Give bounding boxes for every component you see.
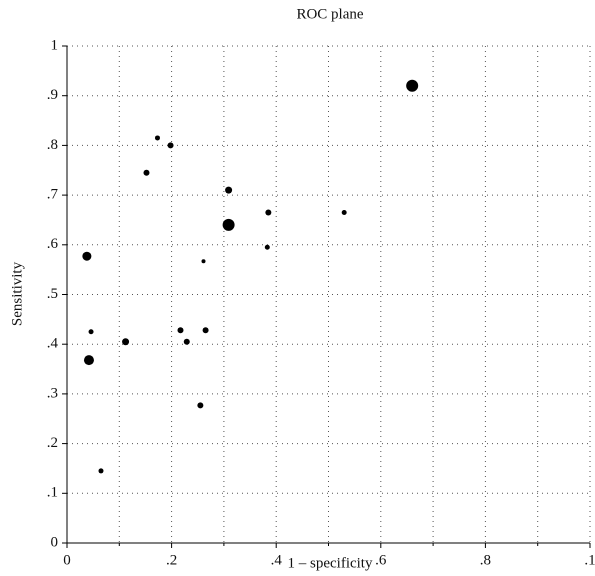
point <box>167 142 174 149</box>
y-axis-label: Sensitivity <box>9 261 25 326</box>
point <box>183 338 190 345</box>
x-tick-label: 0 <box>63 552 71 568</box>
x-tick-label: .8 <box>480 552 491 568</box>
y-tick-label: .9 <box>47 87 58 103</box>
point <box>98 468 104 474</box>
point <box>83 355 94 366</box>
y-tick-label: .4 <box>47 336 59 352</box>
y-tick-label: .7 <box>47 187 59 203</box>
point <box>406 79 419 92</box>
point <box>225 186 233 194</box>
point <box>177 327 184 334</box>
y-tick-label: .1 <box>47 485 58 501</box>
point <box>341 209 347 215</box>
point <box>122 338 130 346</box>
x-axis-label: 1 – specificity <box>288 555 373 571</box>
y-tick-label: 0 <box>51 534 59 550</box>
y-tick-label: .6 <box>47 236 59 252</box>
y-tick-label: .3 <box>47 385 58 401</box>
x-tick-label: .6 <box>375 552 387 568</box>
point <box>265 209 272 216</box>
point <box>264 244 270 250</box>
y-tick-label: 1 <box>51 37 59 53</box>
chart-title: ROC plane <box>296 6 363 22</box>
point <box>143 169 150 176</box>
x-tick-label: .2 <box>166 552 177 568</box>
point <box>202 327 209 334</box>
point <box>82 251 92 261</box>
point <box>154 135 160 141</box>
point <box>88 329 94 335</box>
y-tick-label: .5 <box>47 286 58 302</box>
x-tick-label: .4 <box>271 552 283 568</box>
point <box>222 218 235 231</box>
x-tick-label: .1 <box>584 552 595 568</box>
point <box>197 402 204 409</box>
y-tick-label: .2 <box>47 435 58 451</box>
y-tick-label: .8 <box>47 137 58 153</box>
point <box>201 259 206 264</box>
